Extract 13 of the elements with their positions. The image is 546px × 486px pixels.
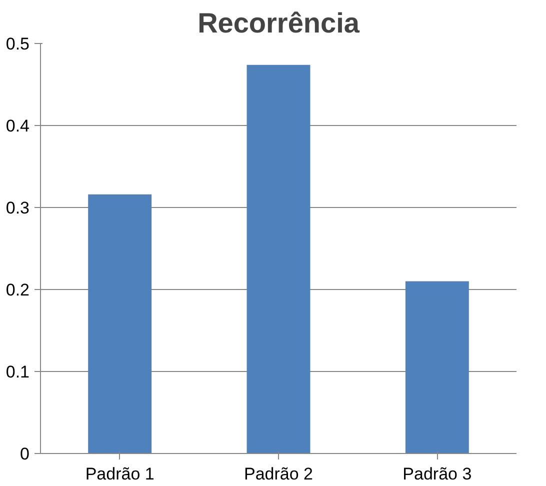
x-tick-label: Padrão 2 — [244, 464, 313, 484]
bar — [405, 281, 469, 454]
bar — [88, 194, 152, 454]
y-tick-label: 0.3 — [6, 198, 30, 218]
y-tick-label: 0.1 — [6, 362, 30, 382]
y-tick-label: 0.5 — [6, 34, 30, 54]
y-tick-label: 0.2 — [6, 280, 30, 300]
chart-title: Recorrência — [198, 8, 360, 38]
bar — [246, 64, 310, 454]
x-tick-label: Padrão 1 — [85, 464, 154, 484]
y-tick-label: 0.4 — [6, 116, 30, 136]
x-tick-label: Padrão 3 — [402, 464, 472, 484]
y-tick-label: 0 — [20, 444, 30, 464]
